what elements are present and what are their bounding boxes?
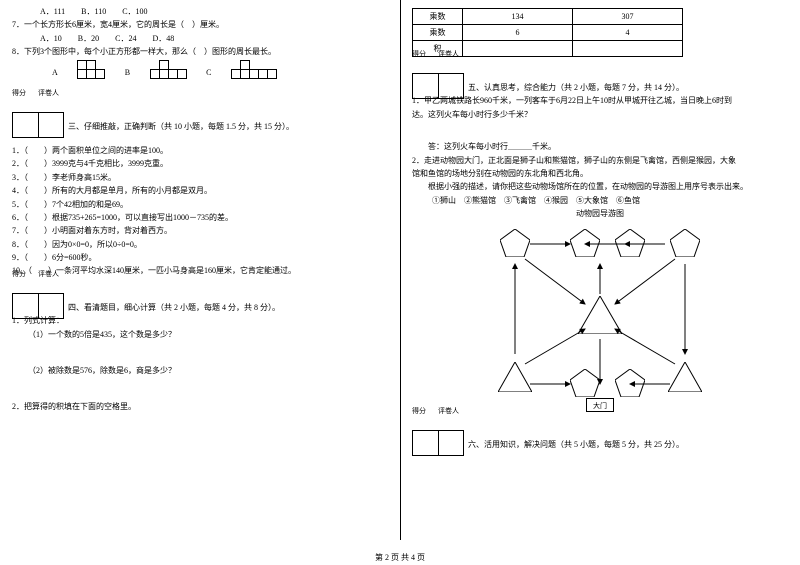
calc1a: （1）一个数的5倍是435，这个数是多少？ bbox=[12, 330, 388, 340]
table-cell bbox=[463, 41, 573, 57]
q5-legend: ①狮山 ②熊猫馆 ③飞禽馆 ④猴园 ⑤大象馆 ⑥鱼馆 bbox=[412, 196, 788, 206]
node-pentagon bbox=[615, 229, 645, 257]
judge-3: 3．（ ）李老师身高15米。 bbox=[12, 173, 388, 183]
judge-10: 10．（ ）一条河平均水深140厘米，一匹小马身高是160厘米，它肯定能通过。 bbox=[12, 266, 388, 276]
shape-b bbox=[150, 61, 186, 79]
q7-options: A．10 B．20 C．24 D．48 bbox=[12, 34, 388, 44]
judge-7: 7．（ ）小明面对着东方时，背对着西方。 bbox=[12, 226, 388, 236]
page-footer: 第 2 页 共 4 页 bbox=[0, 552, 800, 563]
q5-2b: 馆和鱼馆的场地分别在动物园的东北角和西北角。 bbox=[412, 169, 788, 179]
table-cell: 6 bbox=[463, 25, 573, 41]
table-cell: 307 bbox=[573, 9, 683, 25]
score-box-5: 得分 评卷人 bbox=[412, 63, 788, 99]
shape-c-label: C bbox=[206, 68, 211, 78]
q5-2c: 根据小强的描述，请你把这些动物场馆所在的位置，在动物园的导游图上用序号表示出来。 bbox=[412, 182, 788, 192]
judge-8: 8．（ ）因为0×0=0，所以0÷0=0。 bbox=[12, 240, 388, 250]
calc1: 1．列式计算： bbox=[12, 316, 388, 326]
shape-a bbox=[78, 61, 105, 79]
zoo-diagram: 大门 bbox=[470, 224, 730, 414]
q5-1a: 1．甲乙两城铁路长960千米，一列客车于6月22日上午10时从甲城开往乙城，当日… bbox=[412, 96, 788, 106]
calc2: 2．把算得的积填在下面的空格里。 bbox=[12, 402, 388, 412]
judge-5: 5．（ ）7个42相加的和是69。 bbox=[12, 200, 388, 210]
score-label-l4: 得分 bbox=[12, 269, 38, 279]
section4-title: 四、看清题目，细心计算（共 2 小题，每题 4 分，共 8 分）。 bbox=[12, 303, 388, 313]
score-label-r4: 评卷人 bbox=[38, 269, 64, 279]
node-pentagon bbox=[670, 229, 700, 257]
table-header: 乘数 bbox=[413, 25, 463, 41]
q8-text: 8．下列3个图形中，每个小正方形都一样大，那么（ ）图形的周长最长。 bbox=[12, 47, 388, 57]
node-pentagon bbox=[500, 229, 530, 257]
section3-title: 三、仔细推敲，正确判断（共 10 小题，每题 1.5 分，共 15 分）。 bbox=[12, 122, 388, 132]
right-column: 乘数 134 307 乘数 6 4 积 得分 评卷人 五、认真思考，综合能力（共… bbox=[400, 0, 800, 565]
table-row: 乘数 6 4 bbox=[413, 25, 683, 41]
table-row: 乘数 134 307 bbox=[413, 9, 683, 25]
judge-4: 4．（ ）所有的大月都是单月，所有的小月都是双月。 bbox=[12, 186, 388, 196]
q5-1b: 达。这列火车每小时行多少千米？ bbox=[412, 110, 788, 120]
node-pentagon bbox=[615, 369, 645, 397]
q7-text: 7．一个长方形长6厘米，宽4厘米，它的周长是（ ）厘米。 bbox=[12, 20, 388, 30]
score-label-r6: 评卷人 bbox=[438, 406, 464, 416]
score-box-3: 得分 评卷人 bbox=[12, 102, 388, 138]
shape-b-label: B bbox=[125, 68, 130, 78]
judge-1: 1．（ ）两个面积单位之间的进率是100。 bbox=[12, 146, 388, 156]
q6-options: A．111 B．110 C．100 bbox=[12, 7, 388, 17]
table-cell bbox=[573, 41, 683, 57]
score-label-r: 评卷人 bbox=[38, 88, 64, 98]
score-box-6: 得分 评卷人 bbox=[412, 420, 788, 456]
gate-label: 大门 bbox=[586, 398, 614, 412]
diagram-title: 动物园导游图 bbox=[412, 209, 788, 219]
node-triangle bbox=[498, 362, 532, 392]
score-label-l: 得分 bbox=[12, 88, 38, 98]
left-column: A．111 B．110 C．100 7．一个长方形长6厘米，宽4厘米，它的周长是… bbox=[0, 0, 400, 565]
shape-a-label: A bbox=[52, 68, 58, 78]
table-header: 乘数 bbox=[413, 9, 463, 25]
table-cell: 134 bbox=[463, 9, 573, 25]
node-triangle bbox=[668, 362, 702, 392]
judge-6: 6．（ ）根据735+265=1000，可以直接写出1000－735的差。 bbox=[12, 213, 388, 223]
q5-answer: 答：这列火车每小时行＿＿＿千米。 bbox=[412, 142, 788, 152]
calc1b: （2）被除数是576，除数是6，商是多少？ bbox=[12, 366, 388, 376]
node-pentagon bbox=[570, 369, 600, 397]
q8-shapes: A B C bbox=[12, 61, 388, 79]
score-label-l6: 得分 bbox=[412, 406, 438, 416]
score-label-l5: 得分 bbox=[412, 49, 438, 59]
section6-title: 六、活用知识，解决问题（共 5 小题，每题 5 分，共 25 分）。 bbox=[412, 440, 788, 450]
node-pentagon bbox=[570, 229, 600, 257]
node-triangle-center bbox=[578, 296, 622, 334]
section5-title: 五、认真思考，综合能力（共 2 小题，每题 7 分，共 14 分）。 bbox=[412, 83, 788, 93]
score-box-4: 得分 评卷人 bbox=[12, 283, 388, 319]
judge-2: 2．（ ）3999克与4千克相比，3999克重。 bbox=[12, 159, 388, 169]
score-label-r5: 评卷人 bbox=[438, 49, 464, 59]
table-cell: 4 bbox=[573, 25, 683, 41]
q5-2a: 2．走进动物园大门，正北面是狮子山和熊猫馆，狮子山的东侧是飞禽馆，西侧是猴园，大… bbox=[412, 156, 788, 166]
shape-c bbox=[231, 61, 276, 79]
judge-9: 9．（ ）6分=600秒。 bbox=[12, 253, 388, 263]
